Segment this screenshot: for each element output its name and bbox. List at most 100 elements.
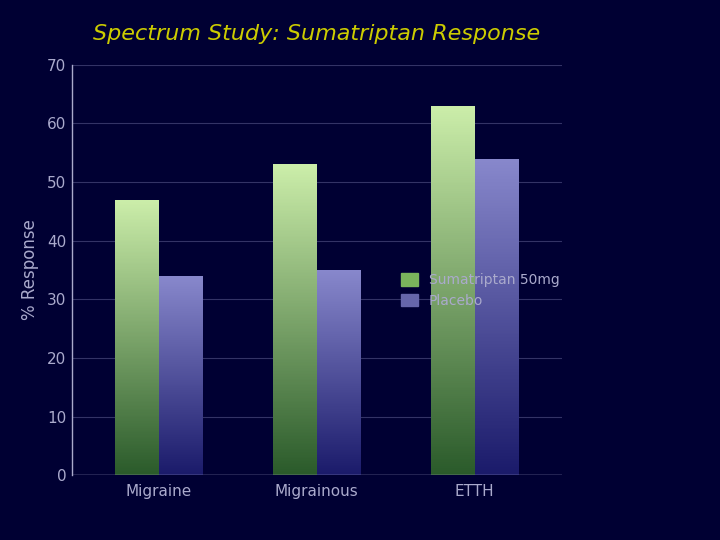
- Bar: [114, 431, 159, 433]
- Bar: [317, 451, 361, 453]
- Bar: [114, 402, 159, 403]
- Bar: [431, 433, 474, 435]
- Bar: [159, 363, 203, 364]
- Bar: [273, 325, 317, 326]
- Bar: [474, 387, 519, 388]
- Bar: [474, 315, 519, 317]
- Bar: [431, 331, 474, 333]
- Bar: [273, 279, 317, 281]
- Bar: [317, 363, 361, 364]
- Bar: [431, 287, 474, 289]
- Bar: [431, 364, 474, 366]
- Bar: [474, 241, 519, 242]
- Bar: [317, 357, 361, 358]
- Bar: [317, 289, 361, 291]
- Bar: [114, 310, 159, 311]
- Bar: [431, 361, 474, 362]
- Bar: [273, 416, 317, 418]
- Bar: [431, 267, 474, 268]
- Bar: [273, 323, 317, 325]
- Bar: [114, 265, 159, 266]
- Bar: [114, 440, 159, 441]
- Bar: [159, 279, 203, 280]
- Bar: [317, 305, 361, 306]
- Bar: [159, 357, 203, 359]
- Bar: [474, 208, 519, 210]
- Bar: [114, 461, 159, 463]
- Bar: [431, 184, 474, 185]
- Bar: [474, 307, 519, 309]
- Bar: [159, 449, 203, 450]
- Bar: [317, 474, 361, 475]
- Bar: [273, 380, 317, 382]
- Bar: [474, 410, 519, 412]
- Bar: [317, 420, 361, 421]
- Bar: [114, 395, 159, 397]
- Bar: [159, 429, 203, 430]
- Bar: [114, 280, 159, 281]
- Bar: [431, 468, 474, 470]
- Bar: [114, 289, 159, 291]
- Bar: [114, 234, 159, 235]
- Bar: [474, 249, 519, 251]
- Bar: [474, 300, 519, 301]
- Bar: [431, 294, 474, 296]
- Bar: [431, 302, 474, 303]
- Bar: [431, 193, 474, 194]
- Bar: [431, 143, 474, 145]
- Bar: [431, 410, 474, 413]
- Bar: [317, 347, 361, 348]
- Bar: [273, 377, 317, 379]
- Bar: [474, 217, 519, 219]
- Bar: [273, 205, 317, 206]
- Bar: [159, 410, 203, 411]
- Bar: [474, 450, 519, 451]
- Bar: [431, 161, 474, 163]
- Bar: [474, 379, 519, 380]
- Bar: [273, 220, 317, 222]
- Bar: [431, 349, 474, 352]
- Bar: [431, 394, 474, 396]
- Bar: [474, 409, 519, 410]
- Bar: [159, 428, 203, 429]
- Bar: [114, 438, 159, 440]
- Bar: [273, 307, 317, 309]
- Bar: [431, 211, 474, 213]
- Bar: [114, 347, 159, 348]
- Bar: [431, 303, 474, 305]
- Bar: [114, 386, 159, 387]
- Bar: [474, 437, 519, 439]
- Bar: [431, 276, 474, 278]
- Bar: [474, 414, 519, 415]
- Bar: [317, 307, 361, 308]
- Bar: [159, 341, 203, 342]
- Bar: [317, 468, 361, 469]
- Bar: [159, 420, 203, 421]
- Bar: [114, 225, 159, 226]
- Bar: [474, 160, 519, 162]
- Bar: [474, 385, 519, 387]
- Bar: [317, 369, 361, 370]
- Bar: [159, 334, 203, 335]
- Bar: [273, 373, 317, 374]
- Bar: [114, 471, 159, 472]
- Bar: [317, 329, 361, 330]
- Bar: [273, 281, 317, 282]
- Bar: [114, 353, 159, 354]
- Bar: [317, 328, 361, 329]
- Bar: [474, 445, 519, 447]
- Bar: [317, 349, 361, 350]
- Bar: [474, 350, 519, 352]
- Bar: [159, 375, 203, 376]
- Bar: [474, 317, 519, 319]
- Bar: [474, 201, 519, 203]
- Bar: [114, 273, 159, 274]
- Bar: [431, 261, 474, 263]
- Bar: [431, 228, 474, 230]
- Bar: [159, 467, 203, 468]
- Bar: [273, 210, 317, 211]
- Bar: [317, 396, 361, 397]
- Bar: [159, 430, 203, 431]
- Bar: [114, 204, 159, 205]
- Bar: [474, 247, 519, 249]
